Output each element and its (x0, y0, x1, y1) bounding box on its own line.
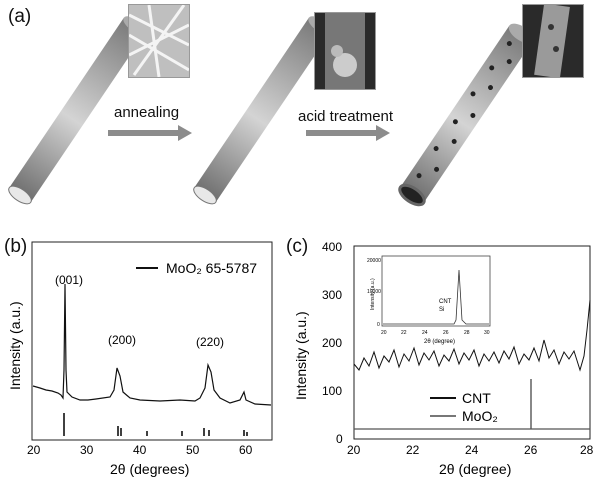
inset-x-tick-26: 26 (443, 330, 449, 336)
inset-x-label: 2θ (degree) (424, 339, 455, 345)
x-tick-28: 28 (580, 443, 594, 457)
peak-label-220: (220) (196, 335, 224, 349)
cnt-pattern (353, 299, 591, 372)
x-tick-40: 40 (133, 443, 147, 457)
sem-image-1 (128, 4, 190, 78)
inset-x-tick-30: 30 (484, 330, 490, 336)
x-axis-label: 2θ (degrees) (110, 461, 189, 477)
y-axis-label: Intensity (a.u.) (7, 301, 23, 390)
inset-y-tick-20000: 20000 (367, 258, 381, 264)
inset-x-tick-28: 28 (464, 330, 470, 336)
panel-b-label: (b) (4, 236, 28, 257)
xrd-chart-c: 400 300 200 100 0 2θ (degree) Intensity … (293, 240, 594, 477)
reference-ticks (63, 413, 248, 436)
x-tick-20: 20 (347, 443, 361, 457)
y-tick-0: 0 (336, 432, 343, 446)
x-tick-60: 60 (239, 443, 253, 457)
arrow-annealing (108, 130, 178, 136)
inset-x-tick-24: 24 (422, 330, 428, 336)
x-tick-24: 24 (465, 443, 479, 457)
y-tick-400: 400 (322, 240, 342, 254)
plot-frame (353, 245, 591, 440)
panel-c-label: (c) (286, 236, 309, 257)
inset-pattern (383, 269, 489, 325)
legend-cnt: CNT (462, 390, 491, 406)
x-tick-20: 20 (27, 443, 41, 457)
y-tick-200: 200 (322, 336, 342, 350)
arrow-acid-head (376, 125, 390, 141)
peak-label-200: (200) (108, 333, 136, 347)
x-tick-50: 50 (186, 443, 200, 457)
plot-frame (31, 241, 273, 441)
legend-moo2: MoO₂ (462, 408, 498, 424)
y-tick-100: 100 (322, 384, 342, 398)
sem-image-3 (522, 4, 584, 78)
inset-y-tick-10000: 10000 (367, 289, 381, 295)
inset-x-tick-20: 20 (381, 330, 387, 336)
legend-text: MoO₂ 65-5787 (166, 260, 257, 276)
y-ticks: 400 300 200 100 0 (322, 240, 343, 446)
step-acid-label: acid treatment (298, 108, 394, 125)
inset-x-tick-22: 22 (401, 330, 407, 336)
arrow-annealing-head (178, 125, 192, 141)
arrow-acid (306, 130, 376, 136)
porous-tube (398, 23, 534, 207)
sem-image-2 (314, 12, 376, 90)
x-axis-label: 2θ (degree) (439, 461, 511, 477)
panel-a-label: (a) (8, 6, 32, 27)
y-axis-label: Intensity (a.u.) (293, 311, 309, 400)
xrd-pattern (32, 283, 272, 406)
inset-y-label: Intensity (a.u.) (370, 278, 376, 310)
x-tick-30: 30 (80, 443, 94, 457)
inset-chart: 2θ (degree) Intensity (a.u.) CNT Si 20 2… (367, 255, 491, 345)
step-annealing-label: annealing (114, 104, 180, 121)
peak-label-001: (001) (55, 273, 83, 287)
inset-legend-cnt: CNT (439, 299, 452, 305)
xrd-chart-b: (001) (200) (220) MoO₂ 65-5787 20 30 40 … (7, 241, 273, 477)
x-tick-22: 22 (406, 443, 420, 457)
inset-y-tick-0: 0 (377, 322, 380, 328)
x-tick-26: 26 (524, 443, 538, 457)
y-tick-300: 300 (322, 288, 342, 302)
inset-legend-si: Si (439, 307, 444, 313)
